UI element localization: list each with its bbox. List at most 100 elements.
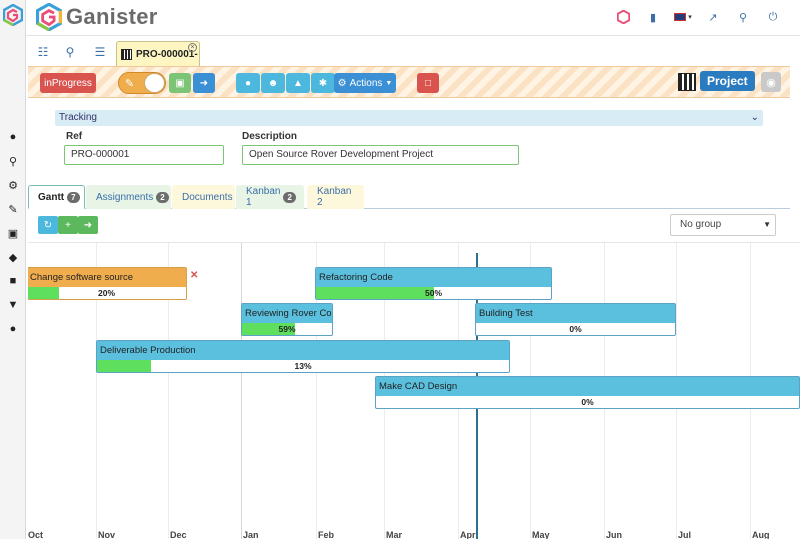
factory-icon[interactable]: ▣ — [7, 227, 19, 240]
save-icon: ▣ — [175, 77, 185, 89]
edit-toggle[interactable]: ✎ — [118, 72, 166, 94]
count-badge: 2 — [283, 191, 296, 203]
document-toolbar: inProgress ✎ ▣ ➜ ● ☻ ▲ ✱ ⚙ Actions ▼ □ P… — [28, 66, 790, 98]
gantt-task[interactable]: Refactoring Code 50% — [315, 267, 552, 300]
ganister-badge-icon[interactable] — [608, 8, 638, 26]
asterisk-button[interactable]: ✱ — [311, 73, 335, 93]
assign-user-button[interactable]: ● — [236, 73, 260, 93]
actions-label: Actions — [349, 77, 383, 89]
top-icons: ▮ ▾ ↗ ⚲ ⏻ — [608, 8, 788, 26]
progress-fill — [28, 287, 59, 299]
gantt-task[interactable]: Reviewing Rover Code 59% — [241, 303, 333, 336]
gear-icon: ⚙ — [337, 77, 347, 89]
count-badge: 7 — [67, 191, 80, 203]
exit-button[interactable]: ➜ — [193, 73, 215, 93]
list-icon[interactable]: ☰ — [94, 45, 106, 59]
group-select-value: No group — [680, 219, 722, 230]
refresh-button[interactable]: ↻ — [38, 216, 58, 234]
road-icon: ▲ — [293, 77, 303, 89]
flag-uk-icon[interactable]: ▾ — [668, 8, 698, 26]
gantt-chart: Change software source 20% ✕ Refactoring… — [28, 242, 800, 539]
left-sidebar: ● ⚲ ⚙ ✎ ▣ ◆ ■ ▼ ● — [0, 0, 26, 539]
ganister-logo-icon — [36, 3, 62, 31]
close-icon[interactable]: × — [188, 43, 197, 52]
progress-label: 0% — [569, 324, 582, 334]
qr-code-icon — [678, 73, 696, 91]
month-label: Aug — [752, 530, 770, 539]
folder-icon[interactable]: ■ — [9, 275, 17, 287]
link-task-button[interactable]: ➜ — [78, 216, 98, 234]
progress-label: 20% — [97, 288, 115, 298]
description-field[interactable]: Open Source Rover Development Project — [242, 145, 519, 165]
person-icon: ☻ — [267, 77, 279, 89]
user-icon[interactable]: ● — [9, 131, 17, 143]
object-tabs: ☷ ⚲ ☰ PRO-000001- × — [26, 40, 800, 66]
caret-down-icon: ▼ — [763, 220, 771, 229]
progress-fill — [242, 323, 296, 335]
task-title: Refactoring Code — [316, 268, 551, 287]
tab-label: Gantt — [38, 191, 65, 203]
tab-assignments[interactable]: Assignments 2 — [86, 185, 171, 209]
tag-icon[interactable]: ◆ — [8, 251, 18, 264]
month-label: May — [532, 530, 550, 539]
power-icon[interactable]: ⏻ — [768, 10, 778, 23]
delete-button[interactable]: □ — [417, 73, 439, 93]
progress-fill — [97, 360, 151, 372]
gantt-task[interactable]: Change software source 20% — [28, 267, 187, 300]
search-gear-icon[interactable]: ⚲ — [8, 155, 18, 168]
rss-icon[interactable]: ◉ — [761, 72, 781, 92]
search-icon[interactable]: ⚲ — [738, 11, 748, 24]
brand[interactable]: Ganister — [36, 3, 158, 31]
grid-line — [316, 243, 317, 539]
refresh-icon: ↻ — [43, 219, 53, 231]
sign-in-icon: ➜ — [83, 219, 93, 231]
sitemap-icon[interactable]: ☷ — [37, 45, 49, 59]
tab-label: Kanban 1 — [246, 186, 281, 208]
task-title: Deliverable Production — [97, 341, 509, 360]
person-button[interactable]: ☻ — [261, 73, 285, 93]
app-name: Ganister — [66, 4, 158, 29]
pencil-icon[interactable]: ✎ — [8, 203, 18, 216]
grid-line — [241, 243, 242, 539]
progress-fill — [316, 287, 434, 299]
group-select[interactable]: No group ▼ — [670, 214, 776, 236]
ganister-logo-icon[interactable] — [3, 4, 23, 26]
actions-dropdown[interactable]: ⚙ Actions ▼ — [334, 73, 396, 93]
tab-documents[interactable]: Documents — [172, 185, 235, 209]
search-icon[interactable]: ⚲ — [65, 45, 75, 59]
tab-label: Documents — [182, 191, 233, 203]
task-title: Reviewing Rover Code — [242, 304, 332, 323]
users-icon[interactable]: ● — [9, 323, 17, 335]
tracking-section-header[interactable]: Tracking ⌄ — [55, 110, 763, 126]
gantt-task[interactable]: Deliverable Production 13% — [96, 340, 510, 373]
book-icon[interactable]: ▮ — [649, 11, 657, 24]
tab-gantt[interactable]: Gantt 7 — [28, 185, 85, 209]
tab-document[interactable]: PRO-000001- × — [116, 41, 200, 66]
trash-icon: □ — [424, 77, 432, 89]
plus-icon: + — [65, 219, 71, 231]
gantt-task[interactable]: Building Test 0% — [475, 303, 676, 336]
cart-icon[interactable]: ▼ — [7, 299, 19, 311]
progress-label: 0% — [581, 397, 594, 407]
project-type-button[interactable]: Project — [700, 71, 755, 91]
tab-kanban-2[interactable]: Kanban 2 — [307, 185, 364, 209]
toggle-knob — [145, 74, 164, 92]
progress-label: 13% — [294, 361, 312, 371]
month-label: Jun — [606, 530, 623, 539]
road-button[interactable]: ▲ — [286, 73, 310, 93]
month-label: Oct — [28, 530, 44, 539]
month-label: Jan — [243, 530, 259, 539]
ref-field[interactable]: PRO-000001 — [64, 145, 224, 165]
gears-icon[interactable]: ⚙ — [8, 179, 18, 192]
status-button[interactable]: inProgress — [40, 73, 96, 93]
progress-label: 59% — [278, 324, 296, 334]
chevron-down-icon[interactable]: ⌄ — [750, 112, 759, 123]
external-link-icon[interactable]: ↗ — [708, 11, 718, 24]
save-button[interactable]: ▣ — [169, 73, 191, 93]
close-icon[interactable]: ✕ — [190, 270, 199, 281]
gantt-task[interactable]: Make CAD Design 0% — [375, 376, 800, 409]
add-task-button[interactable]: + — [58, 216, 78, 234]
task-title: Make CAD Design — [376, 377, 799, 396]
